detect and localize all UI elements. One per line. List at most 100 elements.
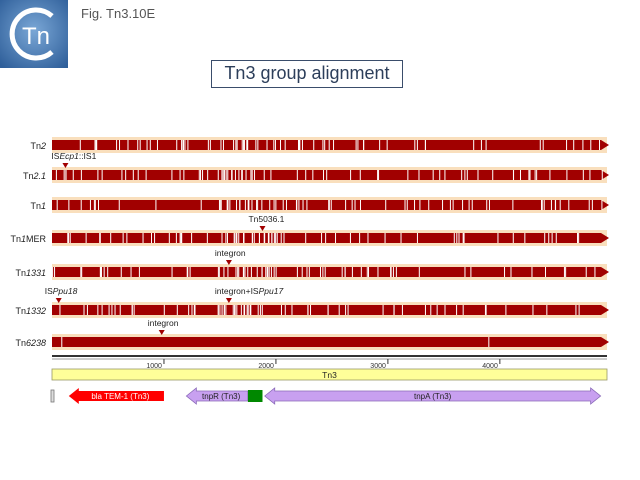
- variant-tick: [528, 170, 530, 180]
- variant-tick: [240, 305, 242, 315]
- variant-tick: [145, 170, 147, 180]
- variant-tick: [275, 233, 277, 243]
- track-label-3-part: Tn: [30, 201, 41, 211]
- variant-tick: [275, 200, 277, 210]
- insertion-label-part: integron: [215, 248, 246, 258]
- variant-tick: [497, 233, 499, 243]
- variant-tick: [234, 170, 236, 180]
- variant-tick: [539, 140, 541, 150]
- variant-tick: [251, 200, 253, 210]
- insertion-marker: [225, 298, 232, 303]
- variant-tick: [424, 305, 426, 315]
- variant-tick: [61, 337, 63, 347]
- variant-tick: [430, 305, 432, 315]
- track-arrow-1: [52, 140, 609, 150]
- variant-tick: [97, 200, 99, 210]
- variant-tick: [125, 170, 127, 180]
- variant-tick: [238, 233, 240, 243]
- variant-tick: [116, 140, 118, 150]
- track-label-6-part: Tn: [15, 306, 26, 316]
- variant-tick: [239, 200, 241, 210]
- variant-tick: [344, 267, 346, 277]
- insertion-label-part: Ppu18: [53, 286, 78, 296]
- variant-tick: [542, 140, 544, 150]
- variant-tick: [360, 267, 362, 277]
- variant-tick: [89, 200, 91, 210]
- variant-tick: [291, 305, 293, 315]
- insertion-label: Tn5036.1: [248, 214, 284, 224]
- scale-tick-label: 2000: [258, 363, 274, 370]
- variant-tick: [120, 267, 122, 277]
- variant-tick: [590, 140, 592, 150]
- variant-tick: [485, 305, 487, 315]
- variant-tick: [69, 233, 71, 243]
- variant-tick: [176, 305, 178, 315]
- track-label-7-part: 6238: [26, 338, 46, 348]
- variant-tick: [341, 267, 343, 277]
- variant-tick: [151, 233, 153, 243]
- variant-tick: [296, 267, 298, 277]
- variant-tick: [81, 267, 83, 277]
- variant-tick: [355, 140, 357, 150]
- variant-tick: [237, 267, 239, 277]
- variant-tick: [416, 233, 418, 243]
- variant-tick: [414, 140, 416, 150]
- variant-tick: [188, 305, 190, 315]
- variant-tick: [221, 233, 223, 243]
- variant-tick: [251, 170, 253, 180]
- variant-tick: [68, 200, 70, 210]
- track-label-6-part: 1332: [26, 306, 46, 316]
- variant-tick: [242, 267, 244, 277]
- variant-tick: [464, 267, 466, 277]
- variant-tick: [235, 267, 237, 277]
- variant-tick: [322, 267, 324, 277]
- variant-tick: [79, 140, 81, 150]
- variant-tick: [594, 267, 596, 277]
- variant-tick: [257, 305, 259, 315]
- variant-tick: [68, 233, 70, 243]
- variant-tick: [268, 267, 270, 277]
- variant-tick: [99, 233, 101, 243]
- variant-tick: [246, 140, 248, 150]
- variant-tick: [534, 170, 536, 180]
- variant-tick: [222, 140, 224, 150]
- variant-tick: [225, 305, 227, 315]
- variant-tick: [359, 233, 361, 243]
- variant-tick: [229, 200, 231, 210]
- variant-tick: [119, 305, 121, 315]
- variant-tick: [390, 267, 392, 277]
- variant-tick: [393, 305, 395, 315]
- variant-tick: [546, 305, 548, 315]
- variant-tick: [338, 305, 340, 315]
- variant-tick: [313, 140, 315, 150]
- variant-tick: [244, 200, 246, 210]
- track-variants-1: [79, 140, 601, 150]
- variant-tick: [328, 200, 330, 210]
- variant-tick: [326, 170, 328, 180]
- variant-tick: [202, 170, 204, 180]
- variant-tick: [419, 200, 421, 210]
- variant-tick: [138, 267, 140, 277]
- variant-tick: [256, 200, 258, 210]
- track-arrow-7: [52, 337, 609, 347]
- variant-tick: [126, 233, 128, 243]
- variant-tick: [171, 267, 173, 277]
- logo-text: Tn: [22, 23, 50, 50]
- variant-tick: [231, 170, 233, 180]
- variant-tick: [543, 200, 545, 210]
- variant-tick: [267, 267, 269, 277]
- variant-tick: [250, 267, 252, 277]
- variant-tick: [179, 170, 181, 180]
- variant-tick: [80, 267, 82, 277]
- variant-tick: [378, 170, 380, 180]
- alignment-diagram: Tn2Tn2.1Tn1Tn1MERTn1331Tn1332Tn6238ISEcp…: [10, 137, 609, 405]
- variant-tick: [257, 140, 259, 150]
- insertion-label-part: IS: [45, 286, 53, 296]
- variant-tick: [270, 267, 272, 277]
- variant-tick: [549, 170, 551, 180]
- variant-tick: [207, 140, 209, 150]
- variant-tick: [130, 267, 132, 277]
- variant-tick: [219, 305, 221, 315]
- variant-tick: [330, 200, 332, 210]
- track-label-5-part: 1331: [26, 268, 46, 278]
